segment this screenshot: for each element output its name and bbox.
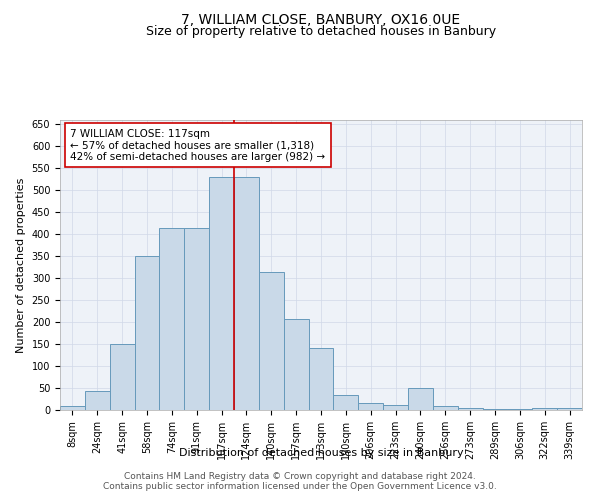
Bar [308, 348, 334, 410]
Bar [184, 228, 209, 410]
Bar [259, 272, 284, 410]
Bar [532, 408, 557, 410]
Bar [358, 404, 383, 410]
Text: 7 WILLIAM CLOSE: 117sqm
← 57% of detached houses are smaller (1,318)
42% of semi: 7 WILLIAM CLOSE: 117sqm ← 57% of detache… [70, 128, 326, 162]
Bar [482, 408, 508, 410]
Bar [110, 344, 134, 410]
Bar [234, 177, 259, 410]
Bar [85, 391, 110, 410]
Bar [60, 406, 85, 410]
Bar [160, 228, 184, 410]
Text: 7, WILLIAM CLOSE, BANBURY, OX16 0UE: 7, WILLIAM CLOSE, BANBURY, OX16 0UE [181, 12, 461, 26]
Text: Contains HM Land Registry data © Crown copyright and database right 2024.: Contains HM Land Registry data © Crown c… [124, 472, 476, 481]
Bar [209, 177, 234, 410]
Bar [508, 409, 532, 410]
Bar [334, 394, 358, 410]
Bar [134, 256, 160, 410]
Bar [557, 408, 582, 410]
Y-axis label: Number of detached properties: Number of detached properties [16, 178, 26, 352]
Text: Distribution of detached houses by size in Banbury: Distribution of detached houses by size … [179, 448, 463, 458]
Text: Contains public sector information licensed under the Open Government Licence v3: Contains public sector information licen… [103, 482, 497, 491]
Text: Size of property relative to detached houses in Banbury: Size of property relative to detached ho… [146, 25, 496, 38]
Bar [458, 408, 482, 410]
Bar [284, 319, 308, 410]
Bar [383, 404, 408, 410]
Bar [433, 406, 458, 410]
Bar [408, 388, 433, 410]
